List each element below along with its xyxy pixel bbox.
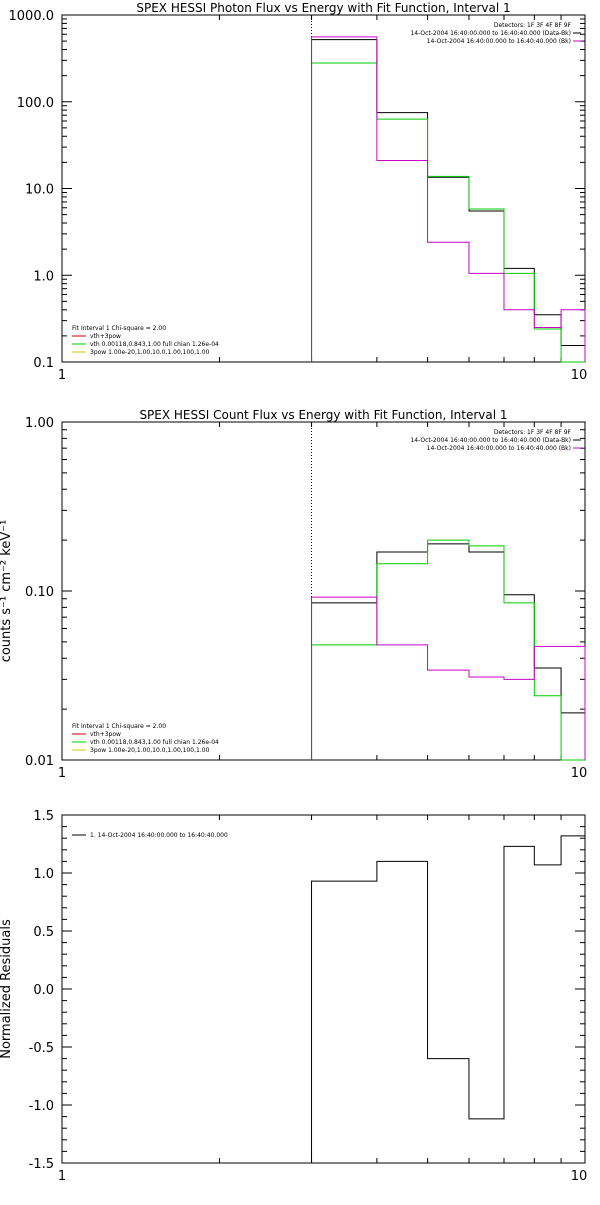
y-tick-label: 0.5 [33, 925, 54, 940]
x-tick-label: 1 [58, 766, 66, 781]
series-2-1-line [311, 543, 586, 760]
y-tick-label: 1000.0 [9, 9, 55, 24]
plot-frame-2 [61, 421, 586, 761]
y-tick-label: 1.0 [33, 867, 54, 882]
legend-bottom-left-entry: vth 0.00118,0.843,1.00 full chian 1.26e-… [90, 341, 219, 348]
y-tick-label: 0.1 [33, 356, 54, 371]
legend-bottom-left-entry: vth+3pow [90, 333, 121, 340]
y-tick-label: 1.0 [33, 269, 54, 284]
y-tick-label: 100.0 [17, 96, 54, 111]
y-tick-label: 0.01 [25, 754, 54, 769]
legend-bottom-left-entry: vth+3pow [90, 731, 121, 738]
plot-frame-3 [61, 814, 586, 1164]
legend-top-right-entry: 14-Oct-2004 16:40:00.000 to 16:40:40.000… [427, 445, 571, 452]
legend-bottom-left-entry: Fit Interval 1 Chi-square = 2.00 [72, 325, 166, 332]
x-tick-label: 10 [571, 1169, 588, 1184]
series-1-3-line [311, 36, 586, 362]
y-axis-label: Normalized Residuals [0, 919, 14, 1059]
legend-bottom-left-entry: Fit Interval 1 Chi-square = 2.00 [72, 723, 166, 730]
legend-bottom-left-entry: 3pow 1.00e-20,1.00,10.0,1.00,100,1.00 [90, 747, 210, 754]
y-tick-label: 0.0 [33, 983, 54, 998]
x-tick-label: 10 [571, 766, 588, 781]
y-tick-label: -0.5 [29, 1041, 54, 1056]
legend-top-right-entry: 14-Oct-2004 16:40:00.000 to 16:40:40.000… [427, 38, 571, 45]
legend-top-right-entry: 14-Oct-2004 16:40:00.000 to 16:40:40.000… [410, 30, 571, 37]
series-3-1-line [311, 835, 586, 1163]
y-axis-label: counts s⁻¹ cm⁻² keV⁻¹ [0, 520, 14, 663]
y-tick-label: 1.00 [25, 416, 54, 431]
x-tick-label: 1 [58, 1169, 66, 1184]
plot-title-1: SPEX HESSI Photon Flux vs Energy with Fi… [136, 1, 510, 15]
y-tick-label: -1.0 [29, 1099, 54, 1114]
y-tick-label: 1.5 [33, 809, 54, 824]
legend-top-right-entry: Detectors: 1F 3F 4F 8F 9F [494, 22, 572, 29]
x-tick-label: 10 [571, 368, 588, 383]
series-1-1-line [311, 39, 586, 362]
y-tick-label: -1.5 [29, 1157, 54, 1172]
series-2-2-line [311, 539, 585, 761]
x-tick-label: 1 [58, 368, 66, 383]
legend-bottom-left-entry: vth 0.00118,0.843,1.00 full chian 1.26e-… [90, 739, 219, 746]
y-tick-label: 0.10 [25, 585, 54, 600]
legend-top-left-entry: 1. 14-Oct-2004 16:40:00.000 to 16:40:40.… [90, 832, 228, 839]
series-2-3-line [311, 596, 586, 760]
legend-top-right-entry: Detectors: 1F 3F 4F 8F 9F [494, 429, 572, 436]
plot-title-2: SPEX HESSI Count Flux vs Energy with Fit… [139, 408, 507, 422]
y-tick-label: 10.0 [25, 183, 54, 198]
series-1-2-line [311, 62, 585, 363]
legend-bottom-left-entry: 3pow 1.00e-20,1.00,10.0,1.00,100,1.00 [90, 349, 210, 356]
legend-top-right-entry: 14-Oct-2004 16:40:00.000 to 16:40:40.000… [410, 437, 571, 444]
